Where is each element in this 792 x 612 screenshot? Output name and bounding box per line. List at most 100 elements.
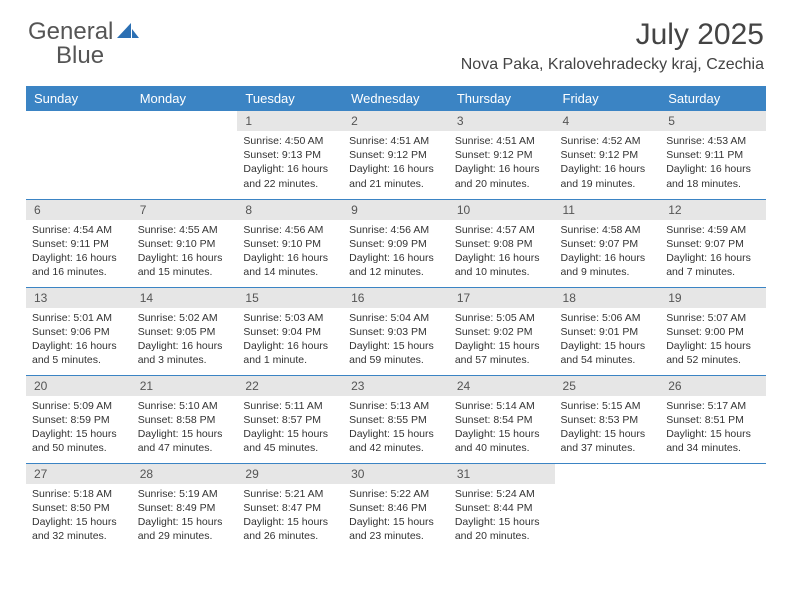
sunrise-text: Sunrise: 5:03 AM: [243, 311, 337, 325]
calendar-day-cell: 7Sunrise: 4:55 AMSunset: 9:10 PMDaylight…: [132, 199, 238, 287]
sunset-text: Sunset: 9:06 PM: [32, 325, 126, 339]
sunset-text: Sunset: 8:59 PM: [32, 413, 126, 427]
day-number: 7: [132, 200, 238, 220]
sunrise-text: Sunrise: 5:10 AM: [138, 399, 232, 413]
weekday-tuesday: Tuesday: [237, 86, 343, 111]
calendar-day-cell: 21Sunrise: 5:10 AMSunset: 8:58 PMDayligh…: [132, 375, 238, 463]
day-number: 16: [343, 288, 449, 308]
day-number: 3: [449, 111, 555, 131]
sunset-text: Sunset: 8:46 PM: [349, 501, 443, 515]
day-number: 21: [132, 376, 238, 396]
calendar-day-cell: 5Sunrise: 4:53 AMSunset: 9:11 PMDaylight…: [660, 111, 766, 199]
sunrise-text: Sunrise: 4:59 AM: [666, 223, 760, 237]
calendar-day-cell: 16Sunrise: 5:04 AMSunset: 9:03 PMDayligh…: [343, 287, 449, 375]
day-number: [132, 111, 238, 117]
calendar-week-row: 1Sunrise: 4:50 AMSunset: 9:13 PMDaylight…: [26, 111, 766, 199]
weekday-wednesday: Wednesday: [343, 86, 449, 111]
sunset-text: Sunset: 9:05 PM: [138, 325, 232, 339]
weekday-monday: Monday: [132, 86, 238, 111]
calendar-day-cell: 6Sunrise: 4:54 AMSunset: 9:11 PMDaylight…: [26, 199, 132, 287]
daylight-text: Daylight: 15 hours and 20 minutes.: [455, 515, 549, 543]
calendar-day-cell: [555, 463, 661, 551]
day-number: [660, 464, 766, 470]
sunrise-text: Sunrise: 5:02 AM: [138, 311, 232, 325]
calendar-day-cell: 22Sunrise: 5:11 AMSunset: 8:57 PMDayligh…: [237, 375, 343, 463]
day-details: Sunrise: 4:54 AMSunset: 9:11 PMDaylight:…: [26, 220, 132, 283]
day-number: 20: [26, 376, 132, 396]
day-number: 6: [26, 200, 132, 220]
weekday-friday: Friday: [555, 86, 661, 111]
calendar-day-cell: 12Sunrise: 4:59 AMSunset: 9:07 PMDayligh…: [660, 199, 766, 287]
weekday-saturday: Saturday: [660, 86, 766, 111]
sunrise-text: Sunrise: 5:13 AM: [349, 399, 443, 413]
logo-text-blue: Blue: [56, 42, 104, 70]
sunrise-text: Sunrise: 4:50 AM: [243, 134, 337, 148]
day-number: 22: [237, 376, 343, 396]
day-number: 19: [660, 288, 766, 308]
sunrise-text: Sunrise: 5:21 AM: [243, 487, 337, 501]
daylight-text: Daylight: 16 hours and 9 minutes.: [561, 251, 655, 279]
day-number: 30: [343, 464, 449, 484]
title-block: July 2025 Nova Paka, Kralovehradecky kra…: [461, 18, 764, 74]
sunset-text: Sunset: 9:12 PM: [455, 148, 549, 162]
calendar-day-cell: 1Sunrise: 4:50 AMSunset: 9:13 PMDaylight…: [237, 111, 343, 199]
sunset-text: Sunset: 8:51 PM: [666, 413, 760, 427]
day-details: Sunrise: 5:10 AMSunset: 8:58 PMDaylight:…: [132, 396, 238, 459]
calendar-week-row: 27Sunrise: 5:18 AMSunset: 8:50 PMDayligh…: [26, 463, 766, 551]
day-details: Sunrise: 5:19 AMSunset: 8:49 PMDaylight:…: [132, 484, 238, 547]
calendar-day-cell: 14Sunrise: 5:02 AMSunset: 9:05 PMDayligh…: [132, 287, 238, 375]
sunrise-text: Sunrise: 4:57 AM: [455, 223, 549, 237]
sunset-text: Sunset: 8:54 PM: [455, 413, 549, 427]
sunrise-text: Sunrise: 4:54 AM: [32, 223, 126, 237]
sunrise-text: Sunrise: 4:53 AM: [666, 134, 760, 148]
day-details: Sunrise: 4:59 AMSunset: 9:07 PMDaylight:…: [660, 220, 766, 283]
day-details: Sunrise: 5:05 AMSunset: 9:02 PMDaylight:…: [449, 308, 555, 371]
day-details: Sunrise: 5:14 AMSunset: 8:54 PMDaylight:…: [449, 396, 555, 459]
sunset-text: Sunset: 8:55 PM: [349, 413, 443, 427]
calendar-week-row: 20Sunrise: 5:09 AMSunset: 8:59 PMDayligh…: [26, 375, 766, 463]
calendar-day-cell: 31Sunrise: 5:24 AMSunset: 8:44 PMDayligh…: [449, 463, 555, 551]
calendar-day-cell: 10Sunrise: 4:57 AMSunset: 9:08 PMDayligh…: [449, 199, 555, 287]
calendar-day-cell: 30Sunrise: 5:22 AMSunset: 8:46 PMDayligh…: [343, 463, 449, 551]
day-details: Sunrise: 5:17 AMSunset: 8:51 PMDaylight:…: [660, 396, 766, 459]
sunrise-text: Sunrise: 4:52 AM: [561, 134, 655, 148]
daylight-text: Daylight: 15 hours and 45 minutes.: [243, 427, 337, 455]
day-number: 14: [132, 288, 238, 308]
day-details: Sunrise: 4:51 AMSunset: 9:12 PMDaylight:…: [449, 131, 555, 194]
day-details: Sunrise: 4:55 AMSunset: 9:10 PMDaylight:…: [132, 220, 238, 283]
daylight-text: Daylight: 15 hours and 57 minutes.: [455, 339, 549, 367]
calendar-day-cell: 13Sunrise: 5:01 AMSunset: 9:06 PMDayligh…: [26, 287, 132, 375]
daylight-text: Daylight: 16 hours and 20 minutes.: [455, 162, 549, 190]
daylight-text: Daylight: 16 hours and 10 minutes.: [455, 251, 549, 279]
sunset-text: Sunset: 9:09 PM: [349, 237, 443, 251]
day-details: Sunrise: 5:13 AMSunset: 8:55 PMDaylight:…: [343, 396, 449, 459]
sunset-text: Sunset: 9:01 PM: [561, 325, 655, 339]
calendar-day-cell: 8Sunrise: 4:56 AMSunset: 9:10 PMDaylight…: [237, 199, 343, 287]
day-details: Sunrise: 5:18 AMSunset: 8:50 PMDaylight:…: [26, 484, 132, 547]
daylight-text: Daylight: 16 hours and 1 minute.: [243, 339, 337, 367]
day-number: 5: [660, 111, 766, 131]
sunset-text: Sunset: 8:53 PM: [561, 413, 655, 427]
daylight-text: Daylight: 16 hours and 15 minutes.: [138, 251, 232, 279]
daylight-text: Daylight: 16 hours and 16 minutes.: [32, 251, 126, 279]
weekday-thursday: Thursday: [449, 86, 555, 111]
sunrise-text: Sunrise: 5:22 AM: [349, 487, 443, 501]
daylight-text: Daylight: 16 hours and 7 minutes.: [666, 251, 760, 279]
day-details: Sunrise: 4:56 AMSunset: 9:10 PMDaylight:…: [237, 220, 343, 283]
day-details: Sunrise: 5:03 AMSunset: 9:04 PMDaylight:…: [237, 308, 343, 371]
sunset-text: Sunset: 9:03 PM: [349, 325, 443, 339]
calendar-week-row: 6Sunrise: 4:54 AMSunset: 9:11 PMDaylight…: [26, 199, 766, 287]
daylight-text: Daylight: 15 hours and 52 minutes.: [666, 339, 760, 367]
sunrise-text: Sunrise: 5:07 AM: [666, 311, 760, 325]
sunset-text: Sunset: 9:07 PM: [561, 237, 655, 251]
day-details: Sunrise: 4:56 AMSunset: 9:09 PMDaylight:…: [343, 220, 449, 283]
sunrise-text: Sunrise: 5:05 AM: [455, 311, 549, 325]
day-number: 4: [555, 111, 661, 131]
calendar-day-cell: 18Sunrise: 5:06 AMSunset: 9:01 PMDayligh…: [555, 287, 661, 375]
day-details: Sunrise: 5:24 AMSunset: 8:44 PMDaylight:…: [449, 484, 555, 547]
day-number: 29: [237, 464, 343, 484]
day-details: Sunrise: 4:58 AMSunset: 9:07 PMDaylight:…: [555, 220, 661, 283]
sunrise-text: Sunrise: 4:51 AM: [349, 134, 443, 148]
calendar-day-cell: 11Sunrise: 4:58 AMSunset: 9:07 PMDayligh…: [555, 199, 661, 287]
daylight-text: Daylight: 15 hours and 40 minutes.: [455, 427, 549, 455]
